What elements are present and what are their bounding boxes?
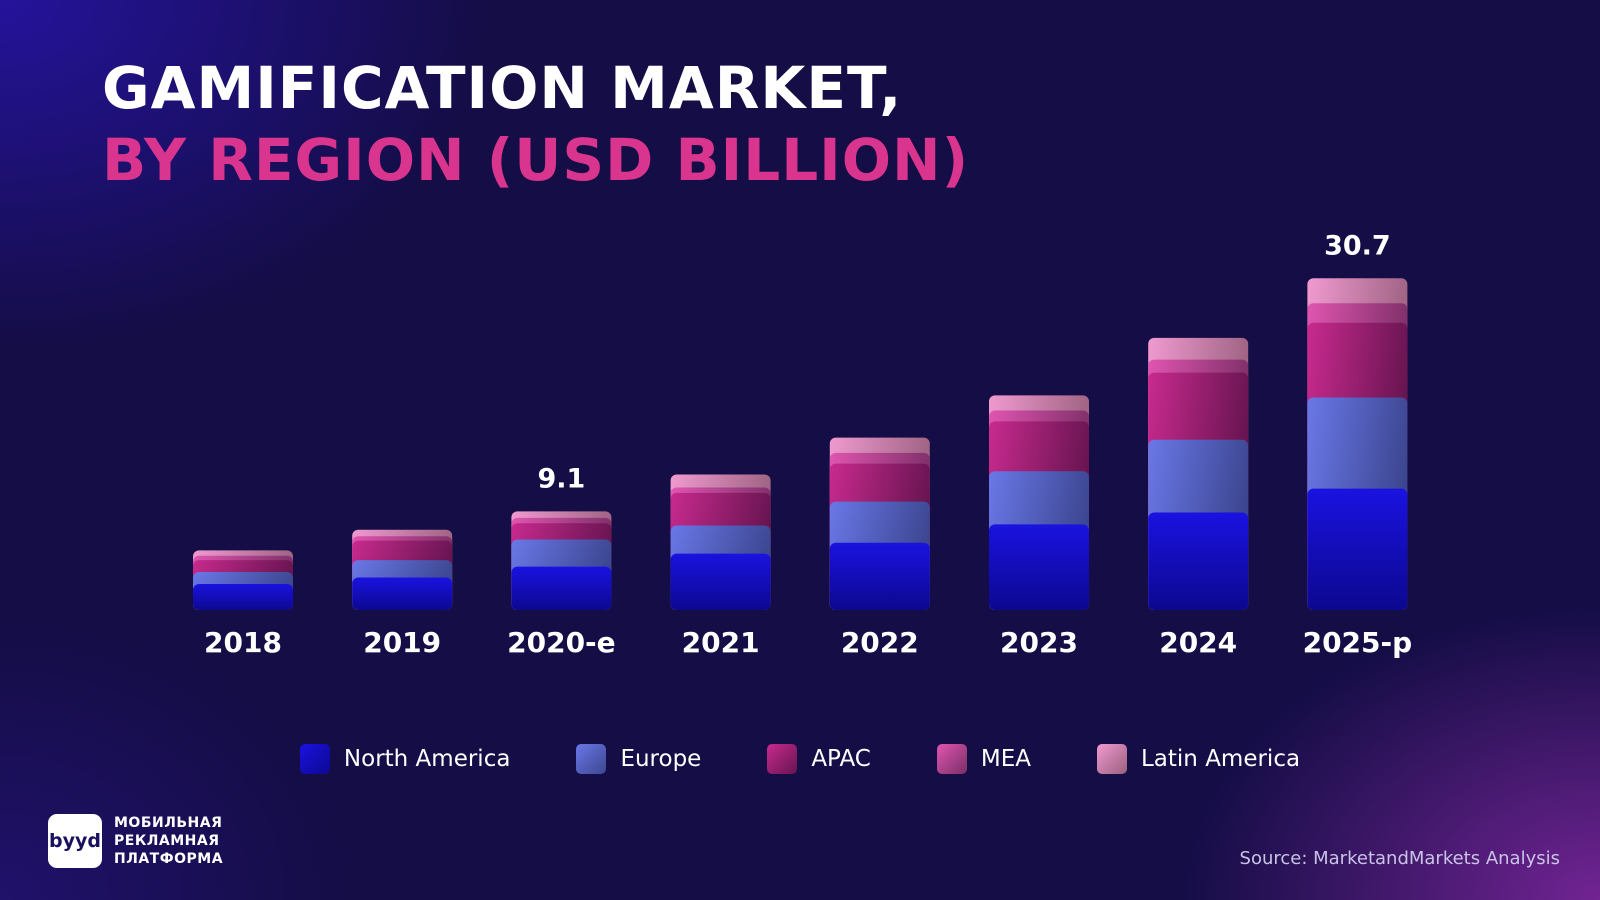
- legend-swatch: [1096, 744, 1127, 774]
- tagline-line: МОБИЛЬНАЯ: [114, 815, 223, 831]
- x-tick-label: 2023: [1000, 626, 1078, 659]
- x-tick-label: 2022: [841, 626, 919, 659]
- legend-item: MEA: [936, 744, 1031, 774]
- x-tick-label: 2024: [1159, 626, 1237, 659]
- data-label: 30.7: [1324, 230, 1391, 261]
- legend-label: Latin America: [1140, 746, 1301, 772]
- x-tick-label: 2025-p: [1303, 626, 1413, 659]
- title-line-1: GAMIFICATION MARKET,: [102, 54, 903, 122]
- legend-swatch: [576, 744, 607, 774]
- legend-item: APAC: [767, 744, 871, 774]
- source-note: Source: MarketandMarkets Analysis: [1239, 848, 1560, 869]
- title-line-2: BY REGION (USD BILLION): [102, 126, 970, 194]
- bar-segment-north-america: [829, 542, 930, 610]
- bar-segment-north-america: [1148, 512, 1249, 610]
- bar-segment-north-america: [670, 553, 771, 610]
- legend-label: North America: [343, 746, 511, 772]
- bar-segment-north-america: [193, 583, 293, 610]
- bar-segment-north-america: [352, 577, 453, 610]
- logo-tagline: МОБИЛЬНАЯ РЕКЛАМНАЯ ПЛАТФОРМА: [114, 814, 223, 868]
- x-tick-label: 2021: [682, 626, 760, 659]
- bar-segment-north-america: [511, 566, 612, 610]
- x-tick-label: 2020-e: [507, 626, 616, 659]
- chart-title: GAMIFICATION MARKET, BY REGION (USD BILL…: [102, 52, 969, 196]
- bar-segment-north-america: [1307, 488, 1408, 610]
- logo-mark: byyd: [48, 814, 102, 868]
- legend-label: MEA: [980, 746, 1031, 772]
- data-label: 9.1: [537, 463, 585, 494]
- legend-item: Latin America: [1096, 744, 1301, 774]
- brand-logo: byyd МОБИЛЬНАЯ РЕКЛАМНАЯ ПЛАТФОРМА: [48, 814, 223, 868]
- tagline-line: РЕКЛАМНАЯ: [114, 833, 220, 849]
- bar-segment-north-america: [989, 524, 1089, 610]
- legend-label: APAC: [811, 746, 871, 772]
- legend-label: Europe: [620, 746, 702, 772]
- legend-swatch: [936, 744, 967, 774]
- legend-swatch: [767, 744, 798, 774]
- x-tick-label: 2018: [204, 626, 282, 659]
- legend-item: Europe: [576, 744, 701, 774]
- x-tick-label: 2019: [363, 626, 441, 659]
- legend-swatch: [299, 744, 330, 774]
- legend: North America Europe APAC MEA Latin America: [0, 744, 1600, 774]
- tagline-line: ПЛАТФОРМА: [114, 851, 224, 867]
- legend-item: North America: [299, 744, 511, 774]
